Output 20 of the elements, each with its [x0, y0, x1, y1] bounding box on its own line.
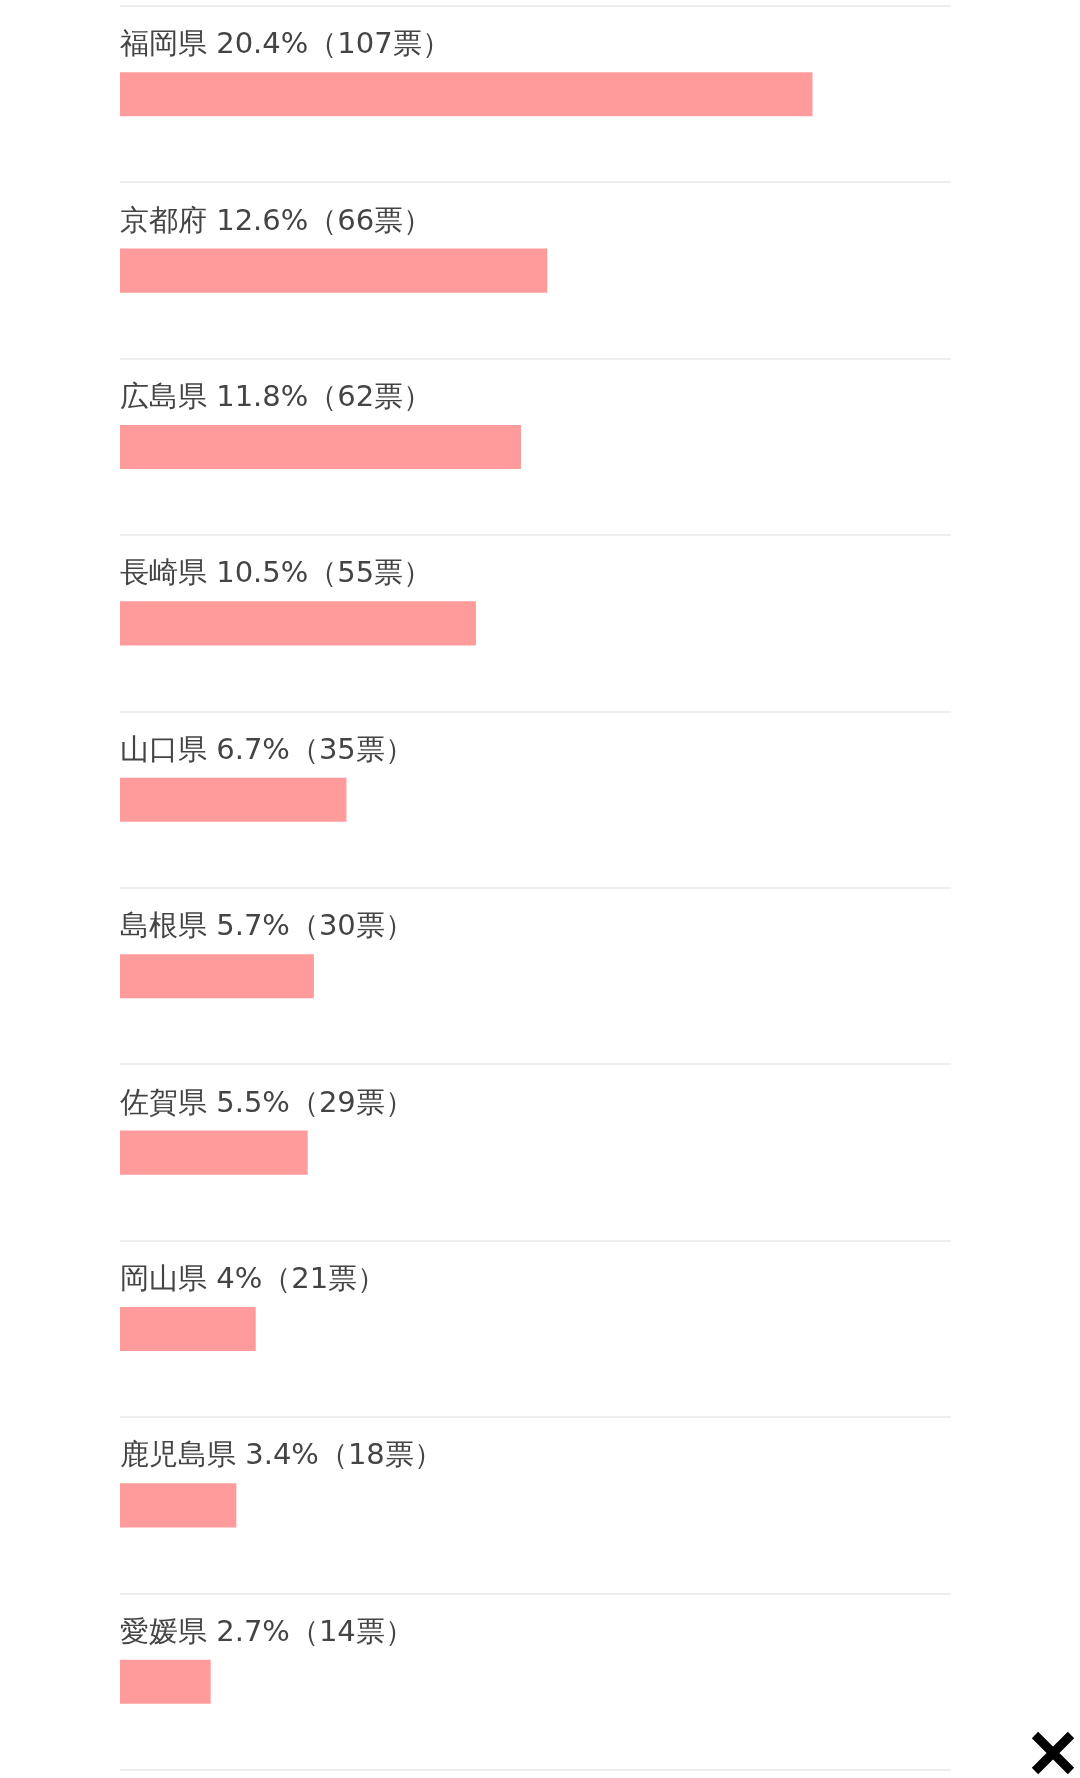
- bar: [120, 601, 476, 646]
- bar: [120, 1483, 237, 1528]
- y-tick-label: 愛媛県 2.7%（14票）: [120, 1613, 414, 1648]
- bar: [120, 777, 347, 822]
- bar: [120, 954, 314, 999]
- y-tick-label: 長崎県 10.5%（55票）: [120, 555, 433, 590]
- y-tick-label: 鹿児島県 3.4%（18票）: [120, 1437, 443, 1472]
- bar: [120, 1659, 211, 1704]
- y-tick-label: 京都府 12.6%（66票）: [120, 202, 433, 237]
- bar: [120, 1306, 256, 1352]
- y-tick-label: 島根県 5.7%（30票）: [120, 908, 414, 943]
- y-tick-label: 佐賀県 5.5%（29票）: [120, 1084, 414, 1119]
- y-tick-label: 福岡県 20.4%（107票）: [120, 26, 451, 61]
- bar: [120, 1130, 308, 1175]
- y-tick-label: 山口県 6.7%（35票）: [120, 731, 414, 766]
- y-tick-label: 広島県 11.8%（62票）: [120, 378, 433, 413]
- bar: [120, 72, 813, 117]
- bar: [120, 424, 521, 470]
- y-tick-label: 岡山県 4%（21票）: [120, 1260, 387, 1295]
- bar: [120, 248, 548, 293]
